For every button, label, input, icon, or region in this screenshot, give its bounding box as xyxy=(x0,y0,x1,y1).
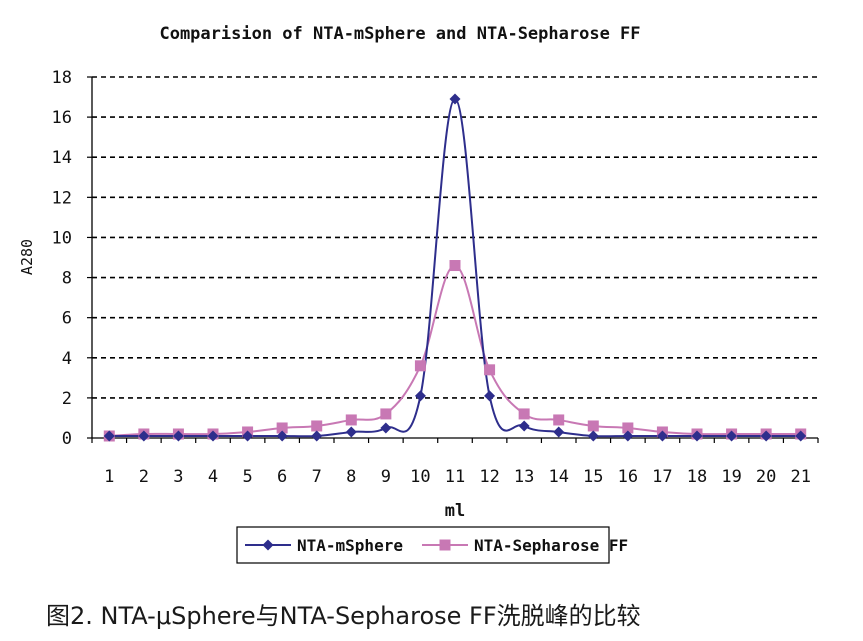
y-tick-label: 14 xyxy=(52,148,72,168)
x-tick-label: 11 xyxy=(445,467,465,487)
grid-lines xyxy=(92,76,818,399)
x-tick-label: 14 xyxy=(548,467,568,487)
x-tick-label: 8 xyxy=(346,467,356,487)
data-point-nta-msphere xyxy=(518,420,530,432)
y-tick-label: 0 xyxy=(62,429,72,449)
data-point-nta-sepharose-ff xyxy=(345,414,357,426)
data-point-nta-msphere xyxy=(311,430,323,442)
y-axis-label: A280 xyxy=(18,239,36,275)
data-point-nta-sepharose-ff xyxy=(311,420,323,432)
data-point-nta-sepharose-ff xyxy=(622,422,634,434)
legend: NTA-mSphere NTA-Sepharose FF xyxy=(236,526,628,564)
figure-caption: 图2. NTA-μSphere与NTA-Sepharose FF洗脱峰的比较 xyxy=(46,602,641,630)
y-tick-label: 6 xyxy=(62,309,72,329)
y-tick-label: 12 xyxy=(52,188,72,208)
y-tick-label: 2 xyxy=(62,389,72,409)
x-tick-label: 12 xyxy=(479,467,499,487)
x-tick-label: 9 xyxy=(381,467,391,487)
y-tick-label: 4 xyxy=(62,349,72,369)
data-point-nta-msphere xyxy=(553,426,565,438)
axes xyxy=(87,76,819,443)
y-tick-labels: 0 2 4 6 8 10 12 14 16 18 xyxy=(52,68,72,449)
x-tick-label: 3 xyxy=(173,467,183,487)
x-tick-label: 15 xyxy=(583,467,603,487)
data-point-nta-msphere xyxy=(622,430,634,442)
data-point-nta-msphere xyxy=(726,430,738,442)
legend-label-nta-msphere: NTA-mSphere xyxy=(297,536,403,555)
data-point-nta-sepharose-ff xyxy=(587,420,599,432)
x-tick-label: 7 xyxy=(312,467,322,487)
x-axis-label: ml xyxy=(445,501,465,521)
data-point-nta-msphere xyxy=(449,93,461,105)
x-tick-label: 16 xyxy=(618,467,638,487)
data-point-nta-msphere xyxy=(242,430,254,442)
data-point-nta-sepharose-ff xyxy=(449,260,461,272)
y-tick-label: 18 xyxy=(52,68,72,88)
x-tick-label: 5 xyxy=(242,467,252,487)
x-tick-label: 21 xyxy=(790,467,810,487)
data-point-nta-sepharose-ff xyxy=(484,364,496,376)
data-point-nta-sepharose-ff xyxy=(380,408,392,420)
data-point-nta-msphere xyxy=(656,430,668,442)
data-point-nta-msphere xyxy=(380,422,392,434)
data-point-nta-msphere xyxy=(103,430,115,442)
x-tick-labels: 1 2 3 4 5 6 7 8 9 10 11 12 13 14 15 16 17 18 19 20 21 xyxy=(104,467,811,487)
x-tick-label: 20 xyxy=(756,467,776,487)
series-line-nta-sepharose-ff xyxy=(109,264,801,437)
chart-title: Comparision of NTA-mSphere and NTA-Sepha… xyxy=(159,24,641,44)
x-tick-label: 13 xyxy=(514,467,534,487)
x-tick-label: 2 xyxy=(139,467,149,487)
x-tick-label: 4 xyxy=(208,467,218,487)
y-tick-label: 10 xyxy=(52,228,72,248)
data-point-nta-sepharose-ff xyxy=(518,408,530,420)
x-tick-label: 6 xyxy=(277,467,287,487)
legend-label-nta-sepharose-ff: NTA-Sepharose FF xyxy=(474,536,628,555)
series-layer xyxy=(103,93,807,442)
y-tick-label: 16 xyxy=(52,108,72,128)
y-tick-label: 8 xyxy=(62,269,72,289)
data-point-nta-msphere xyxy=(760,430,772,442)
legend-marker-nta-sepharose-ff xyxy=(439,539,451,551)
x-tick-label: 19 xyxy=(721,467,741,487)
legend-marker-nta-msphere xyxy=(262,539,274,551)
data-point-nta-msphere xyxy=(414,390,426,402)
data-point-nta-sepharose-ff xyxy=(276,422,288,434)
x-tick-label: 1 xyxy=(104,467,114,487)
data-point-nta-msphere xyxy=(207,430,219,442)
data-point-nta-sepharose-ff xyxy=(553,414,565,426)
data-point-nta-msphere xyxy=(587,430,599,442)
data-point-nta-msphere xyxy=(795,430,807,442)
x-tick-label: 18 xyxy=(687,467,707,487)
data-point-nta-msphere xyxy=(172,430,184,442)
x-tick-label: 17 xyxy=(652,467,672,487)
data-point-nta-msphere xyxy=(484,390,496,402)
data-point-nta-sepharose-ff xyxy=(414,360,426,372)
data-point-nta-msphere xyxy=(276,430,288,442)
data-point-nta-msphere xyxy=(345,426,357,438)
data-point-nta-msphere xyxy=(691,430,703,442)
x-tick-label: 10 xyxy=(410,467,430,487)
data-point-nta-msphere xyxy=(138,430,150,442)
